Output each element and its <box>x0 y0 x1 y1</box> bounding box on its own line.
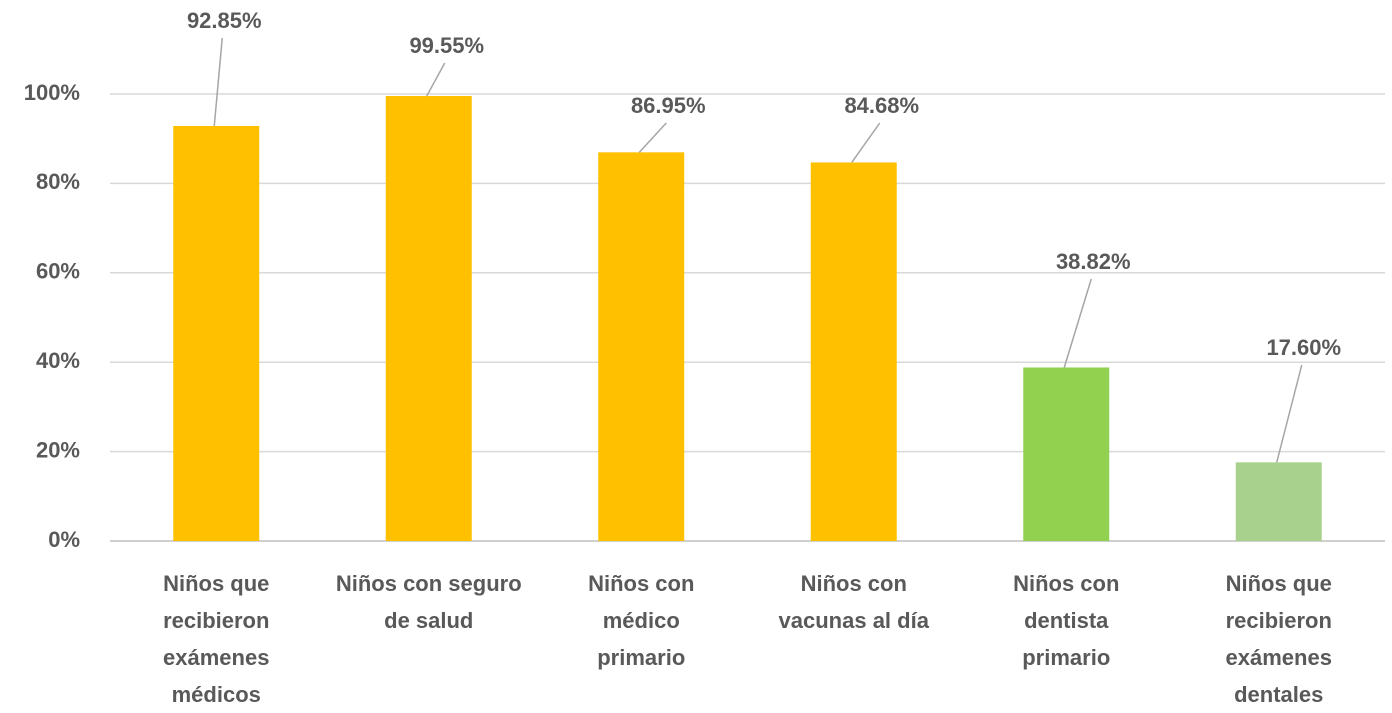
y-tick-label: 40% <box>36 348 80 373</box>
y-tick-label: 60% <box>36 259 80 284</box>
bar <box>385 96 472 541</box>
bar <box>1023 367 1110 541</box>
x-tick-label: Niños con vacunas al día <box>778 571 929 633</box>
leader-line <box>851 122 881 163</box>
leader-line <box>1276 364 1303 463</box>
bar <box>810 162 897 541</box>
data-label: 92.85% <box>187 8 262 33</box>
x-tick-label: Niños con médico primario <box>588 571 695 670</box>
x-tick-label: Niños con seguro de salud <box>335 571 522 633</box>
data-label: 84.68% <box>844 93 919 118</box>
data-label: 17.60% <box>1266 335 1341 360</box>
bar <box>173 125 260 541</box>
data-label: 99.55% <box>409 33 484 58</box>
bar <box>1235 462 1322 541</box>
data-label: 86.95% <box>631 93 706 118</box>
y-tick-label: 80% <box>36 169 80 194</box>
leader-line <box>1063 278 1092 368</box>
x-tick-label: Niños con dentista primario <box>1013 571 1120 670</box>
x-tick-label: Niños que recibieron exámenes dentales <box>1225 571 1332 707</box>
leader-line <box>638 122 667 153</box>
y-tick-label: 100% <box>24 80 80 105</box>
leader-line <box>426 62 446 97</box>
bar <box>598 152 685 541</box>
y-tick-label: 0% <box>48 527 80 552</box>
x-tick-label: Niños que recibieron exámenes médicos <box>163 571 270 707</box>
leader-line <box>213 37 223 127</box>
y-tick-label: 20% <box>36 437 80 462</box>
data-label: 38.82% <box>1056 249 1131 274</box>
